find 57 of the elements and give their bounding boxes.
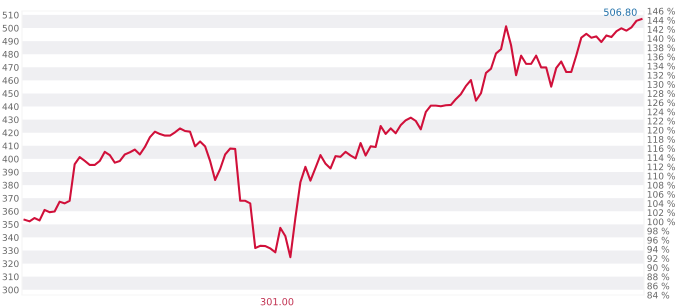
y2-tick-label: 104 % <box>648 200 675 207</box>
y2-tick-label: 88 % <box>647 273 670 280</box>
y-tick-label: 320 <box>2 260 19 268</box>
y2-tick-label: 90 % <box>647 264 670 272</box>
y2-tick-label: 110 % <box>648 172 675 180</box>
y2-tick-label: 84 % <box>647 292 670 299</box>
y2-tick-label: 144 % <box>648 16 675 24</box>
y-tick-label: 500 <box>2 24 19 32</box>
line-series <box>23 18 643 258</box>
y2-tick-label: 138 % <box>648 44 675 52</box>
y2-tick-label: 102 % <box>648 209 675 216</box>
y-tick-label: 430 <box>2 116 19 124</box>
y2-tick-label: 118 % <box>648 136 675 143</box>
y2-tick-label: 86 % <box>647 282 670 290</box>
y-tick-label: 400 <box>2 156 19 162</box>
y-tick-label: 330 <box>2 247 19 254</box>
y2-tick-label: 136 % <box>648 54 675 60</box>
y-tick-label: 360 <box>2 208 19 215</box>
y2-tick-label: 122 % <box>648 118 675 124</box>
y2-tick-label: 92 % <box>647 255 670 262</box>
y-tick-label: 380 <box>2 182 19 189</box>
y-tick-label: 420 <box>2 129 19 136</box>
y2-tick-label: 94 % <box>647 246 670 253</box>
y2-tick-label: 106 % <box>648 190 675 198</box>
y2-tick-label: 132 % <box>648 72 675 79</box>
y-tick-label: 300 <box>2 286 19 294</box>
y-tick-label: 340 <box>2 234 19 241</box>
y-tick-label: 440 <box>2 103 19 110</box>
y2-tick-label: 120 % <box>648 126 675 134</box>
y2-tick-label: 142 % <box>648 26 675 33</box>
y2-tick-label: 98 % <box>647 228 670 234</box>
y-tick-label: 370 <box>2 194 19 202</box>
y-tick-label: 310 <box>2 273 19 280</box>
y2-tick-label: 100 % <box>648 218 675 226</box>
y-tick-label: 460 <box>2 77 19 84</box>
y2-tick-label: 116 % <box>648 145 675 152</box>
y2-tick-label: 126 % <box>648 99 675 106</box>
y2-tick-label: 112 % <box>648 163 675 170</box>
y-tick-label: 480 <box>2 50 19 58</box>
y2-tick-label: 124 % <box>648 108 675 116</box>
y2-tick-label: 146 % <box>648 8 675 15</box>
y2-tick-label: 134 % <box>648 62 675 70</box>
text: 301.00 <box>260 298 294 306</box>
y-tick-label: 510 <box>2 12 19 18</box>
y2-tick-label: 96 % <box>647 236 670 244</box>
y-tick-label: 470 <box>2 64 19 71</box>
y2-tick-label: 108 % <box>648 182 675 189</box>
y2-tick-label: 130 % <box>648 81 675 88</box>
y-tick-label: 490 <box>2 38 19 45</box>
annotation: 506.80 <box>604 8 637 16</box>
y-tick-label: 350 <box>2 221 19 228</box>
y2-tick-label: 114 % <box>648 154 675 162</box>
y-tick-label: 390 <box>2 168 19 176</box>
y2-tick-label: 128 % <box>648 90 675 98</box>
y-tick-label: 410 <box>2 142 19 150</box>
y-tick-label: 450 <box>2 90 19 98</box>
y2-tick-label: 140 % <box>648 35 675 42</box>
